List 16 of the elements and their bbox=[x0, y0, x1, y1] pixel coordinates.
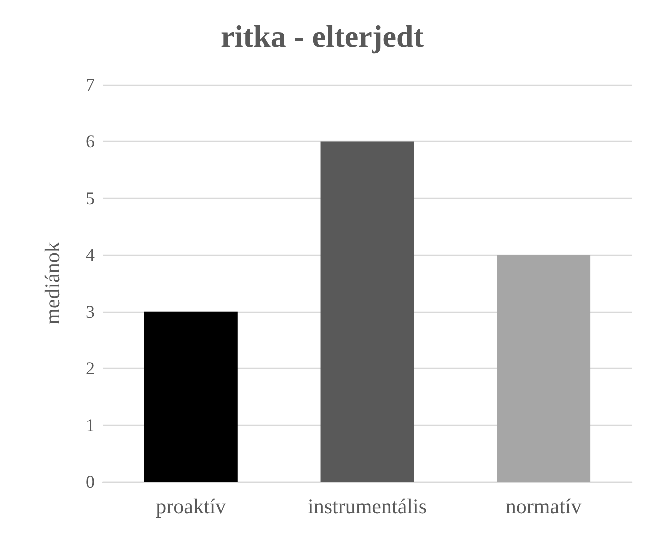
bar bbox=[497, 255, 591, 482]
y-tick-label: 7 bbox=[86, 75, 95, 95]
y-tick-label: 5 bbox=[86, 188, 95, 208]
y-tick-label: 3 bbox=[86, 302, 95, 322]
y-tick-label: 6 bbox=[86, 132, 95, 152]
bar bbox=[320, 142, 414, 482]
y-tick-label: 4 bbox=[86, 245, 95, 266]
y-tick-label: 0 bbox=[86, 472, 95, 492]
y-axis-title: mediánok bbox=[40, 242, 64, 325]
y-tick-label: 2 bbox=[86, 358, 95, 379]
x-tick-label: proaktív bbox=[156, 494, 227, 518]
y-tick-label: 1 bbox=[86, 415, 95, 436]
x-tick-label: normatív bbox=[506, 494, 582, 518]
chart-title: ritka - elterjedt bbox=[220, 19, 425, 54]
x-tick-label: instrumentális bbox=[308, 494, 427, 518]
bar bbox=[144, 312, 238, 482]
